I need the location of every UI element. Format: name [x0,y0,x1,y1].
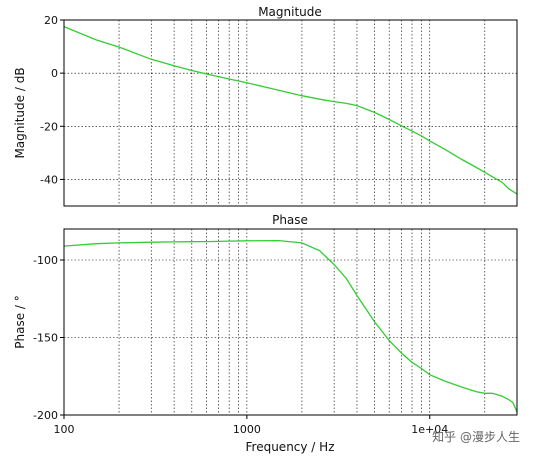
magnitude-y-tick-label: -20 [40,120,58,133]
x-tick-label: 1000 [233,423,261,436]
phase-y-axis-label: Phase / ° [13,295,27,349]
x-tick-label: 1e+04 [411,423,448,436]
x-axis-ticks: 100 1000 1e+04 [54,415,448,436]
phase-y-tick-label: -150 [33,332,58,345]
magnitude-y-ticks: 20 0 -20 -40 [40,14,64,186]
phase-grid [64,229,517,415]
magnitude-y-axis-label: Magnitude / dB [13,67,27,158]
magnitude-grid [64,20,517,206]
x-tick-label: 100 [54,423,75,436]
phase-y-tick-label: -200 [33,409,58,422]
magnitude-y-tick-label: 0 [51,67,58,80]
phase-title: Phase [272,213,308,227]
magnitude-y-tick-label: 20 [44,14,58,27]
x-axis-label: Frequency / Hz [246,440,335,454]
phase-series-line [63,239,518,413]
magnitude-title: Magnitude [258,5,322,19]
magnitude-series-line [63,25,518,195]
magnitude-y-tick-label: -40 [40,173,58,186]
phase-y-ticks: -100 -150 -200 [33,254,64,422]
magnitude-plot-frame [63,19,518,207]
phase-y-tick-label: -100 [33,254,58,267]
watermark-text: 知乎 @漫步人生 [432,430,520,444]
phase-plot-frame [63,228,518,416]
